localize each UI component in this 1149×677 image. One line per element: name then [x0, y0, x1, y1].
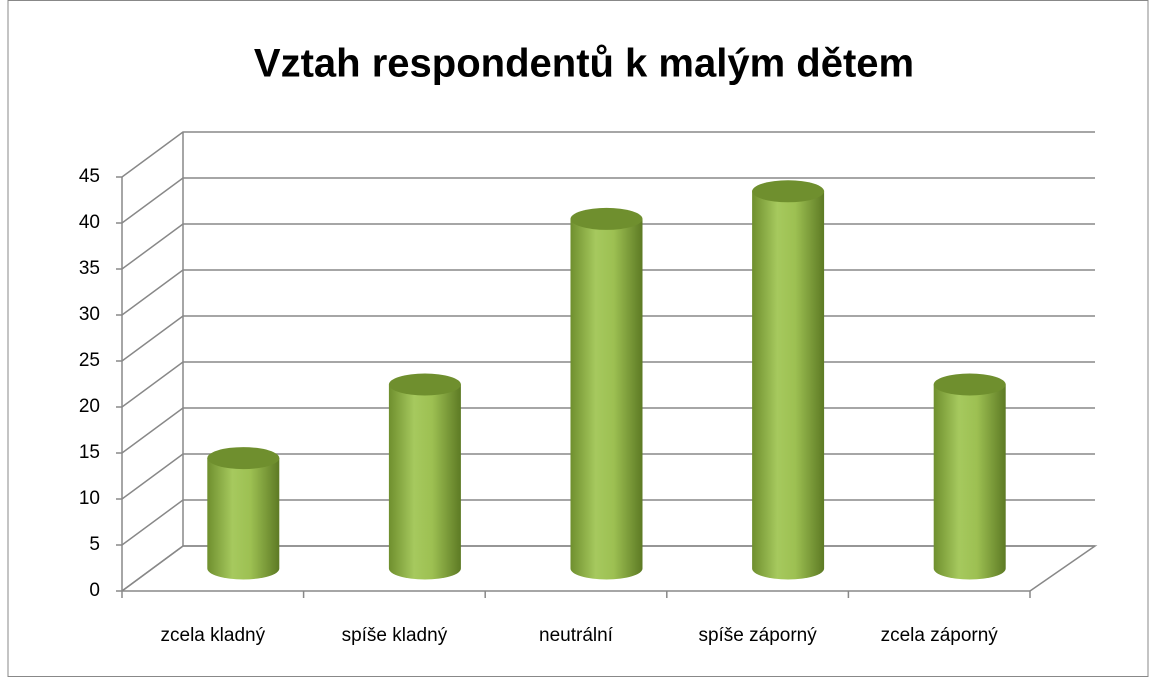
y-tick-label: 0 [89, 580, 100, 601]
bar-top [388, 373, 461, 396]
bar-top [752, 180, 825, 203]
bar-body [933, 384, 1006, 580]
x-tick-label: spíše záporný [698, 625, 817, 646]
grid-line [116, 177, 1095, 224]
bar [388, 373, 461, 580]
y-tick-label: 40 [79, 212, 100, 233]
bar-body [388, 384, 461, 580]
bar [207, 447, 280, 580]
y-tick-label: 20 [79, 396, 100, 417]
bar-body [207, 458, 280, 580]
x-tick-label: zcela kladný [161, 625, 266, 646]
x-tick-label: zcela záporný [881, 625, 999, 646]
bar-body [570, 218, 643, 580]
bar-top [933, 373, 1006, 396]
y-tick-label: 10 [79, 488, 100, 509]
x-tick-label: spíše kladný [342, 625, 448, 646]
y-tick-label: 15 [79, 442, 100, 463]
chart-title: Vztah respondentů k malým dětem [254, 42, 914, 86]
x-tick-label: neutrální [539, 625, 614, 646]
y-tick-label: 5 [89, 534, 100, 555]
y-tick-label: 35 [79, 258, 100, 279]
bar [570, 207, 643, 580]
grid-line [116, 131, 1095, 178]
bar-body [752, 191, 825, 580]
bar [752, 180, 825, 580]
bar-top [570, 207, 643, 230]
y-tick-label: 30 [79, 304, 100, 325]
y-tick-label: 45 [79, 166, 100, 187]
bar-top [207, 447, 280, 470]
y-tick-label: 25 [79, 350, 100, 371]
bar [933, 373, 1006, 580]
